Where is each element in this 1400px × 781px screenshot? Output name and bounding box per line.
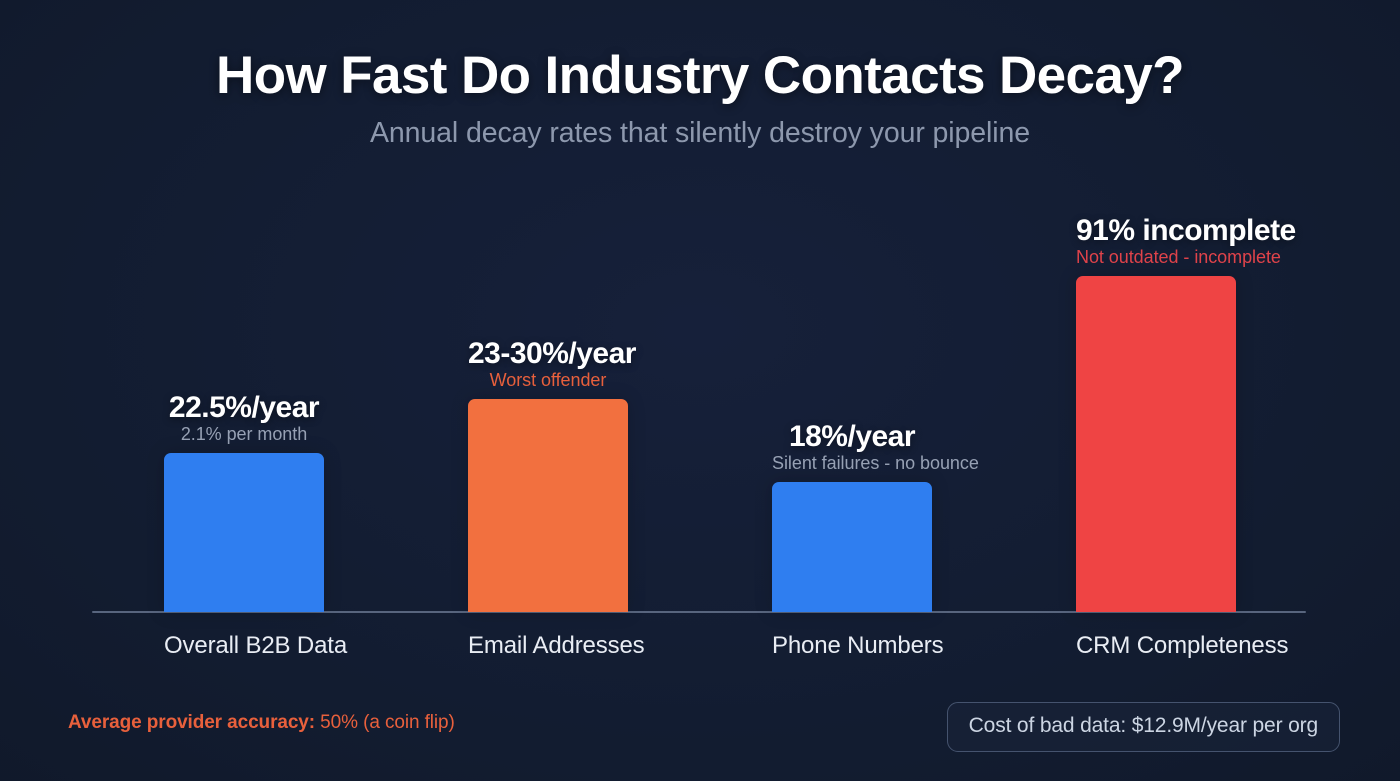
x-axis-tick-label: Email Addresses (468, 632, 645, 659)
chart-header: How Fast Do Industry Contacts Decay? Ann… (0, 45, 1400, 151)
bar-value-label: 22.5%/year (168, 391, 320, 424)
bar[interactable] (164, 453, 324, 612)
bar[interactable] (772, 482, 932, 612)
x-axis-baseline (92, 611, 1306, 613)
chart-subtitle: Annual decay rates that silently destroy… (370, 117, 1030, 150)
bar-annotation: 2.1% per month (180, 424, 308, 444)
bar-value-label: 23-30%/year (468, 337, 636, 370)
x-axis-tick-label: Phone Numbers (772, 632, 944, 659)
bar-annotation: Not outdated - incomplete (1076, 247, 1281, 267)
bar-value-label: 18%/year (788, 420, 916, 453)
x-axis-tick-label: Overall B2B Data (164, 632, 348, 659)
footer-accuracy-value: 50% (a coin flip) (315, 712, 455, 733)
bar-value-label: 91% incomplete (1076, 214, 1296, 247)
cost-of-bad-data-badge: Cost of bad data: $12.9M/year per org (946, 702, 1340, 752)
bar-annotation: Worst offender (489, 370, 607, 390)
bar-group: 91% incomplete Not outdated - incomplete C… (1076, 0, 1296, 781)
bar-group: 18%/year Silent failures - no bounce Phone… (772, 0, 979, 781)
footer-accuracy-label: Average provider accuracy: (68, 712, 315, 733)
bar-group: 23-30%/year Worst offender Email Addresses (468, 0, 645, 781)
x-axis-tick-label: CRM Completeness (1076, 632, 1289, 659)
bar[interactable] (1076, 276, 1236, 612)
bar[interactable] (468, 399, 628, 612)
bar-annotation: Silent failures - no bounce (772, 453, 979, 473)
bar-group: 22.5%/year 2.1% per month Overall B2B Data (164, 0, 348, 781)
footer-accuracy-note: Average provider accuracy: 50% (a coin f… (68, 712, 455, 734)
page-title: How Fast Do Industry Contacts Decay? (216, 46, 1185, 105)
